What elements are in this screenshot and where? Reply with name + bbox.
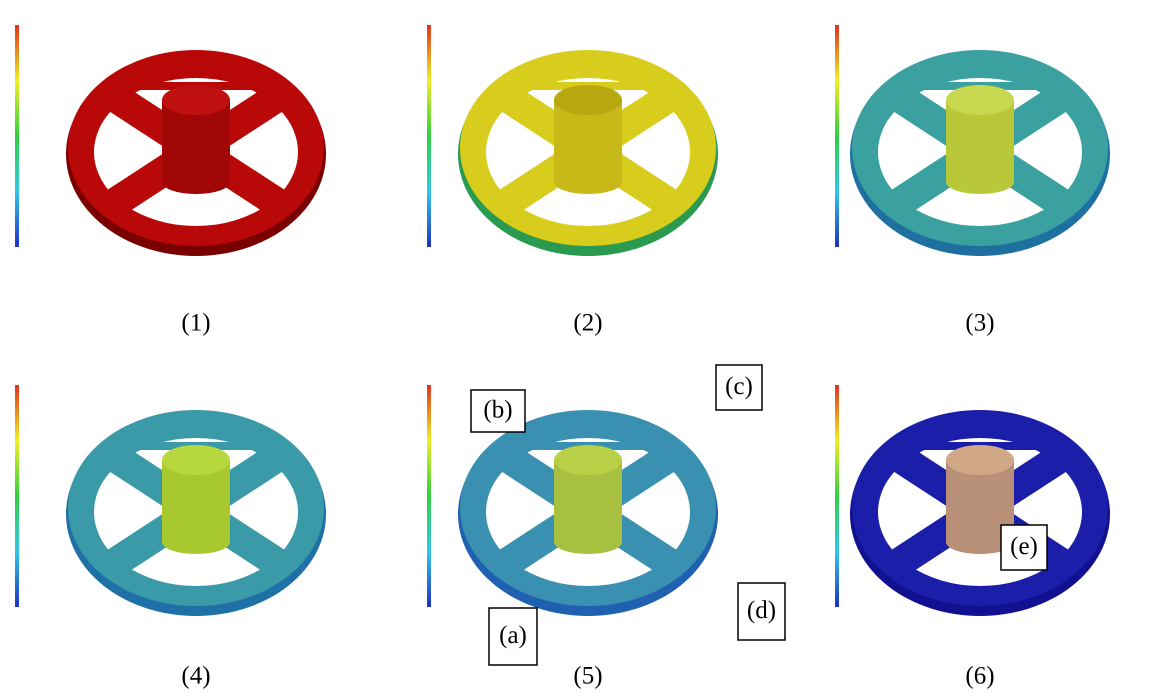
label: (e) bbox=[1010, 533, 1038, 560]
hub-base bbox=[946, 170, 1014, 194]
caption: (5) bbox=[573, 663, 602, 690]
colorbar bbox=[15, 385, 19, 607]
label: (c) bbox=[725, 373, 753, 400]
hub-top bbox=[162, 445, 230, 475]
panel: (6) bbox=[835, 385, 1110, 690]
label: (d) bbox=[747, 597, 776, 624]
caption: (1) bbox=[181, 310, 210, 337]
caption: (2) bbox=[573, 310, 602, 337]
label-box bbox=[1000, 524, 1048, 571]
label-box bbox=[715, 364, 763, 411]
hub-base bbox=[162, 170, 230, 194]
colorbar bbox=[835, 385, 839, 607]
panel: (1) bbox=[15, 25, 326, 337]
label-box bbox=[470, 389, 526, 433]
hub-top bbox=[162, 85, 230, 115]
label: (b) bbox=[483, 397, 512, 424]
label: (a) bbox=[499, 622, 527, 649]
hub-base bbox=[946, 530, 1014, 554]
panel: (2) bbox=[427, 25, 718, 337]
panel: (5) bbox=[427, 385, 718, 690]
hub-base bbox=[162, 530, 230, 554]
colorbar bbox=[835, 25, 839, 247]
label-box bbox=[488, 607, 538, 666]
hub-top bbox=[554, 85, 622, 115]
panel: (3) bbox=[835, 25, 1110, 337]
caption: (4) bbox=[181, 663, 210, 690]
caption: (6) bbox=[965, 663, 994, 690]
hub-top bbox=[554, 445, 622, 475]
hub-top bbox=[946, 85, 1014, 115]
hub-base bbox=[554, 530, 622, 554]
colorbar bbox=[15, 25, 19, 247]
label-box bbox=[737, 582, 786, 641]
caption: (3) bbox=[965, 310, 994, 337]
colorbar bbox=[427, 385, 431, 607]
colorbar bbox=[427, 25, 431, 247]
panel: (4) bbox=[15, 385, 326, 690]
hub-base bbox=[554, 170, 622, 194]
hub-top bbox=[946, 445, 1014, 475]
